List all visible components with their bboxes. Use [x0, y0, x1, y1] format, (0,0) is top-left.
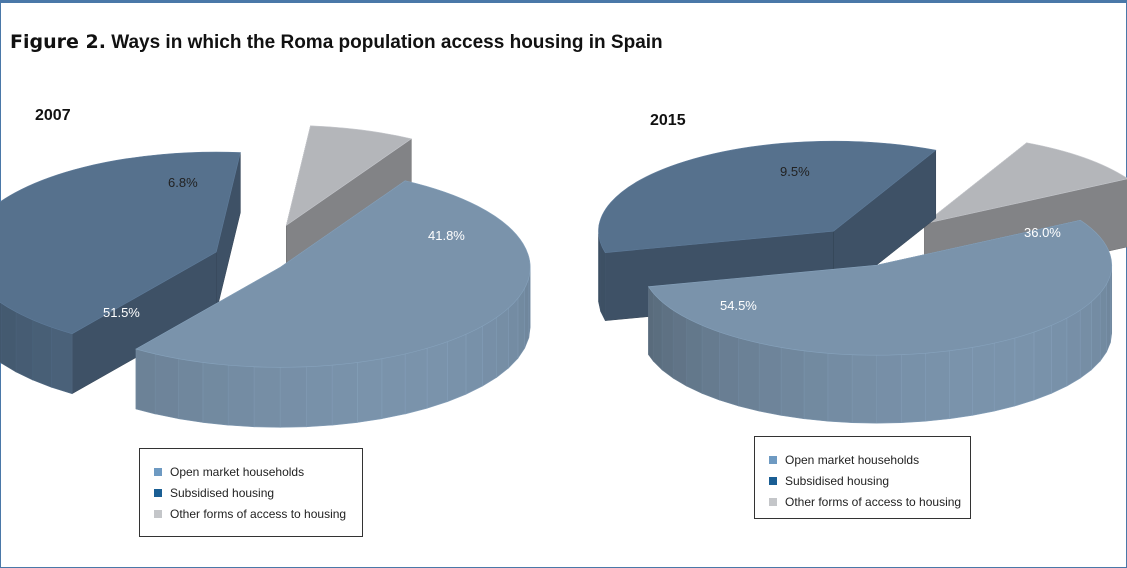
slice-rim-facet	[0, 301, 2, 364]
pie-slice-open-market	[135, 180, 531, 428]
slice-rim-facet	[154, 353, 179, 420]
chart-title-2007: 2007	[35, 107, 71, 124]
legend-label: Subsidised housing	[170, 485, 275, 500]
legend-swatch-subsidised	[769, 476, 777, 485]
figure-title: Figure 2. Ways in which the Roma populat…	[10, 31, 663, 54]
legend-item-open-market: Open market households	[769, 449, 970, 470]
slice-rim-facet	[661, 301, 674, 379]
slice-rim-facet	[202, 362, 229, 426]
slice-top-face	[285, 125, 413, 227]
slice-rim-facet	[508, 297, 519, 369]
slice-value-label-subsidised: 36.0%	[1024, 225, 1061, 240]
slice-rim-facet	[524, 277, 530, 349]
slice-rim-facet	[465, 325, 483, 395]
pie-chart-2015: 54.5% 36.0% 9.5%	[598, 140, 1127, 424]
slice-rim-facet	[426, 341, 448, 409]
slice-top-face	[598, 140, 937, 253]
legend-swatch-subsidised	[154, 488, 162, 497]
slice-rim-facet	[135, 348, 156, 415]
slice-value-label-other: 6.8%	[168, 175, 198, 190]
slice-rim-facet	[993, 337, 1016, 412]
slice-value-label-open-market: 51.5%	[103, 305, 140, 320]
slice-rim-facet	[600, 243, 606, 321]
slice-rim-facet	[758, 342, 782, 416]
slice-rim-facet	[900, 352, 926, 424]
slice-rim-facet	[305, 364, 333, 428]
legend-label: Open market households	[785, 452, 920, 467]
slice-rim-facet	[51, 326, 73, 395]
header-rule	[1, 1, 1126, 3]
legend-item-subsidised: Subsidised housing	[154, 482, 362, 503]
slice-rim-facet	[517, 287, 525, 360]
slice-value-label-open-market: 54.5%	[720, 298, 757, 313]
legend-label: Subsidised housing	[785, 473, 890, 488]
legend-item-subsidised: Subsidised housing	[769, 470, 970, 491]
legend-item-other: Other forms of access to housing	[154, 503, 362, 524]
pie-slice-subsidised	[0, 151, 241, 395]
slice-rim-facet	[876, 354, 902, 424]
slice-rim-facet	[652, 292, 663, 371]
legend-label: Other forms of access to housing	[785, 494, 962, 509]
slice-rim-facet	[496, 307, 509, 378]
slice-top-face	[647, 219, 1112, 356]
slice-rim-facet	[1079, 301, 1092, 379]
slice-rim-facet	[701, 324, 720, 401]
slice-rim-facet	[279, 366, 307, 428]
legend-swatch-open-market	[769, 455, 777, 464]
slice-rim-facet	[648, 285, 654, 362]
slice-rim-facet	[949, 347, 973, 420]
slice-rim-facet	[672, 309, 687, 387]
legend-2007: Open market households Subsidised housin…	[139, 448, 363, 537]
slice-top-face	[0, 151, 241, 335]
legend-2015: Open market households Subsidised housin…	[754, 436, 971, 519]
pie-chart-2007: 51.5% 41.8% 6.8%	[0, 125, 531, 428]
legend-swatch-other	[154, 509, 162, 518]
slice-top-face	[924, 142, 1127, 225]
slice-rim-facet	[851, 354, 878, 424]
slice-rim-facet	[357, 358, 383, 423]
slice-rim-facet	[482, 316, 497, 387]
slice-rim-facet	[404, 347, 428, 415]
slice-rim-facet	[253, 366, 281, 428]
legend-item-open-market: Open market households	[154, 461, 362, 482]
slice-rim-facet	[178, 358, 204, 423]
slice-value-label-subsidised: 41.8%	[428, 228, 465, 243]
slice-rim-facet	[15, 311, 34, 381]
slice-rim-facet	[738, 337, 760, 412]
figure-label: Figure 2.	[10, 31, 106, 53]
legend-label: Other forms of access to housing	[170, 506, 347, 521]
legend-item-other: Other forms of access to housing	[769, 491, 970, 512]
slice-rim-facet	[686, 317, 703, 394]
slice-rim-facet	[1051, 317, 1068, 394]
slice-rim-facet	[1099, 282, 1107, 362]
legend-swatch-open-market	[154, 467, 162, 476]
figure-title-text: Ways in which the Roma population access…	[111, 32, 663, 53]
slice-rim-facet	[227, 364, 255, 428]
slice-rim-facet	[381, 353, 406, 420]
slice-rim-facet	[780, 347, 805, 420]
legend-label: Open market households	[170, 464, 305, 479]
slice-rim-facet	[827, 352, 853, 424]
slice-rim-facet	[1033, 324, 1052, 401]
slice-value-label-other: 9.5%	[780, 164, 810, 179]
slice-rim-facet	[719, 331, 739, 407]
slice-rim-facet	[1014, 331, 1035, 407]
pie-slice-open-market	[647, 219, 1113, 424]
slice-rim-facet	[803, 350, 829, 422]
slice-rim-facet	[447, 333, 467, 403]
slice-rim-facet	[1066, 309, 1081, 387]
slice-rim-facet	[925, 350, 950, 422]
slice-rim-facet	[971, 342, 995, 416]
slice-rim-facet	[1091, 292, 1101, 371]
chart-title-2015: 2015	[650, 112, 686, 129]
legend-swatch-other	[769, 497, 777, 506]
slice-rim-facet	[32, 319, 52, 388]
slice-rim-facet	[1, 302, 17, 373]
slice-rim-facet	[331, 362, 358, 426]
slice-rim-facet	[1106, 274, 1111, 353]
slice-top-face	[135, 180, 531, 368]
